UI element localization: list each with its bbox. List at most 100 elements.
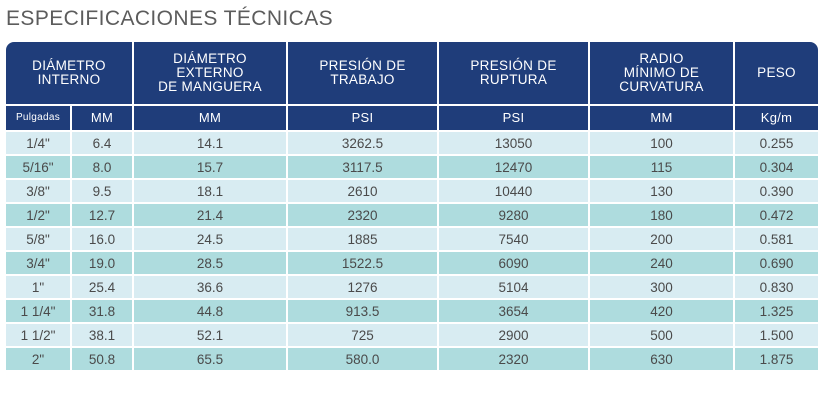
unit-pulgadas: Pulgadas <box>6 106 70 130</box>
cell-ruptura: 10440 <box>439 180 588 202</box>
header-line: PRESIÓN DE <box>470 58 557 73</box>
header-line: DE MANGUERA <box>158 79 262 94</box>
cell-pulgadas: 3/4" <box>6 252 70 274</box>
table-row: 1/2" 12.7 21.4 2320 9280 180 0.472 <box>6 204 818 226</box>
cell-peso: 1.500 <box>735 324 818 346</box>
cell-radio: 200 <box>590 228 733 250</box>
header-presion-ruptura: PRESIÓN DE RUPTURA <box>439 42 588 104</box>
cell-peso: 0.255 <box>735 132 818 154</box>
cell-peso: 0.390 <box>735 180 818 202</box>
table-row: 5/8" 16.0 24.5 1885 7540 200 0.581 <box>6 228 818 250</box>
cell-radio: 130 <box>590 180 733 202</box>
cell-ruptura: 2320 <box>439 348 588 370</box>
cell-ruptura: 12470 <box>439 156 588 178</box>
cell-externo: 44.8 <box>134 300 286 322</box>
cell-externo: 28.5 <box>134 252 286 274</box>
cell-pulgadas: 1/2" <box>6 204 70 226</box>
cell-radio: 240 <box>590 252 733 274</box>
table-row: 1 1/2" 38.1 52.1 725 2900 500 1.500 <box>6 324 818 346</box>
cell-peso: 1.875 <box>735 348 818 370</box>
cell-trabajo: 913.5 <box>288 300 437 322</box>
cell-externo: 24.5 <box>134 228 286 250</box>
cell-mm: 12.7 <box>72 204 132 226</box>
cell-radio: 500 <box>590 324 733 346</box>
cell-externo: 36.6 <box>134 276 286 298</box>
header-line: DIÁMETRO <box>173 51 247 66</box>
cell-trabajo: 3262.5 <box>288 132 437 154</box>
cell-mm: 16.0 <box>72 228 132 250</box>
cell-externo: 15.7 <box>134 156 286 178</box>
cell-radio: 420 <box>590 300 733 322</box>
header-diametro-externo: DIÁMETRO EXTERNO DE MANGUERA <box>134 42 286 104</box>
cell-trabajo: 3117.5 <box>288 156 437 178</box>
cell-pulgadas: 2" <box>6 348 70 370</box>
cell-trabajo: 1885 <box>288 228 437 250</box>
header-line: EXTERNO <box>176 65 244 80</box>
header-row: DIÁMETRO INTERNO DIÁMETRO EXTERNO DE MAN… <box>6 42 818 104</box>
cell-mm: 6.4 <box>72 132 132 154</box>
cell-trabajo: 1522.5 <box>288 252 437 274</box>
cell-trabajo: 2610 <box>288 180 437 202</box>
cell-pulgadas: 1 1/2" <box>6 324 70 346</box>
cell-mm: 19.0 <box>72 252 132 274</box>
unit-psi-trabajo: PSI <box>288 106 437 130</box>
header-peso: PESO <box>735 42 818 104</box>
header-line: RUPTURA <box>479 72 548 87</box>
cell-ruptura: 2900 <box>439 324 588 346</box>
header-line: INTERNO <box>37 72 101 87</box>
header-line: RADIO <box>639 51 684 66</box>
cell-trabajo: 1276 <box>288 276 437 298</box>
cell-peso: 0.830 <box>735 276 818 298</box>
cell-trabajo: 580.0 <box>288 348 437 370</box>
page-title: ESPECIFICACIONES TÉCNICAS <box>6 7 334 30</box>
unit-mm-externo: MM <box>134 106 286 130</box>
cell-radio: 115 <box>590 156 733 178</box>
cell-externo: 14.1 <box>134 132 286 154</box>
cell-pulgadas: 1" <box>6 276 70 298</box>
cell-mm: 25.4 <box>72 276 132 298</box>
cell-ruptura: 6090 <box>439 252 588 274</box>
unit-mm-radio: MM <box>590 106 733 130</box>
table-row: 5/16" 8.0 15.7 3117.5 12470 115 0.304 <box>6 156 818 178</box>
header-line: TRABAJO <box>330 72 395 87</box>
header-line: PRESIÓN DE <box>319 58 406 73</box>
cell-ruptura: 9280 <box>439 204 588 226</box>
cell-externo: 65.5 <box>134 348 286 370</box>
cell-ruptura: 13050 <box>439 132 588 154</box>
unit-row: Pulgadas MM MM PSI PSI MM Kg/m <box>6 106 818 130</box>
cell-peso: 0.690 <box>735 252 818 274</box>
table-row: 1" 25.4 36.6 1276 5104 300 0.830 <box>6 276 818 298</box>
cell-pulgadas: 5/16" <box>6 156 70 178</box>
cell-mm: 50.8 <box>72 348 132 370</box>
cell-peso: 0.304 <box>735 156 818 178</box>
table-row: 3/4" 19.0 28.5 1522.5 6090 240 0.690 <box>6 252 818 274</box>
cell-mm: 38.1 <box>72 324 132 346</box>
cell-externo: 21.4 <box>134 204 286 226</box>
cell-pulgadas: 1/4" <box>6 132 70 154</box>
cell-pulgadas: 1 1/4" <box>6 300 70 322</box>
cell-trabajo: 725 <box>288 324 437 346</box>
cell-radio: 180 <box>590 204 733 226</box>
cell-pulgadas: 3/8" <box>6 180 70 202</box>
cell-peso: 0.581 <box>735 228 818 250</box>
table-row: 2" 50.8 65.5 580.0 2320 630 1.875 <box>6 348 818 370</box>
cell-pulgadas: 5/8" <box>6 228 70 250</box>
unit-psi-ruptura: PSI <box>439 106 588 130</box>
cell-radio: 630 <box>590 348 733 370</box>
unit-kg-m: Kg/m <box>735 106 818 130</box>
cell-mm: 9.5 <box>72 180 132 202</box>
cell-ruptura: 7540 <box>439 228 588 250</box>
header-presion-trabajo: PRESIÓN DE TRABAJO <box>288 42 437 104</box>
cell-trabajo: 2320 <box>288 204 437 226</box>
cell-externo: 18.1 <box>134 180 286 202</box>
cell-mm: 31.8 <box>72 300 132 322</box>
cell-radio: 100 <box>590 132 733 154</box>
cell-peso: 1.325 <box>735 300 818 322</box>
cell-ruptura: 5104 <box>439 276 588 298</box>
cell-ruptura: 3654 <box>439 300 588 322</box>
cell-peso: 0.472 <box>735 204 818 226</box>
cell-mm: 8.0 <box>72 156 132 178</box>
cell-externo: 52.1 <box>134 324 286 346</box>
table-row: 1/4" 6.4 14.1 3262.5 13050 100 0.255 <box>6 132 818 154</box>
header-radio-curvatura: RADIO MÍNIMO DE CURVATURA <box>590 42 733 104</box>
